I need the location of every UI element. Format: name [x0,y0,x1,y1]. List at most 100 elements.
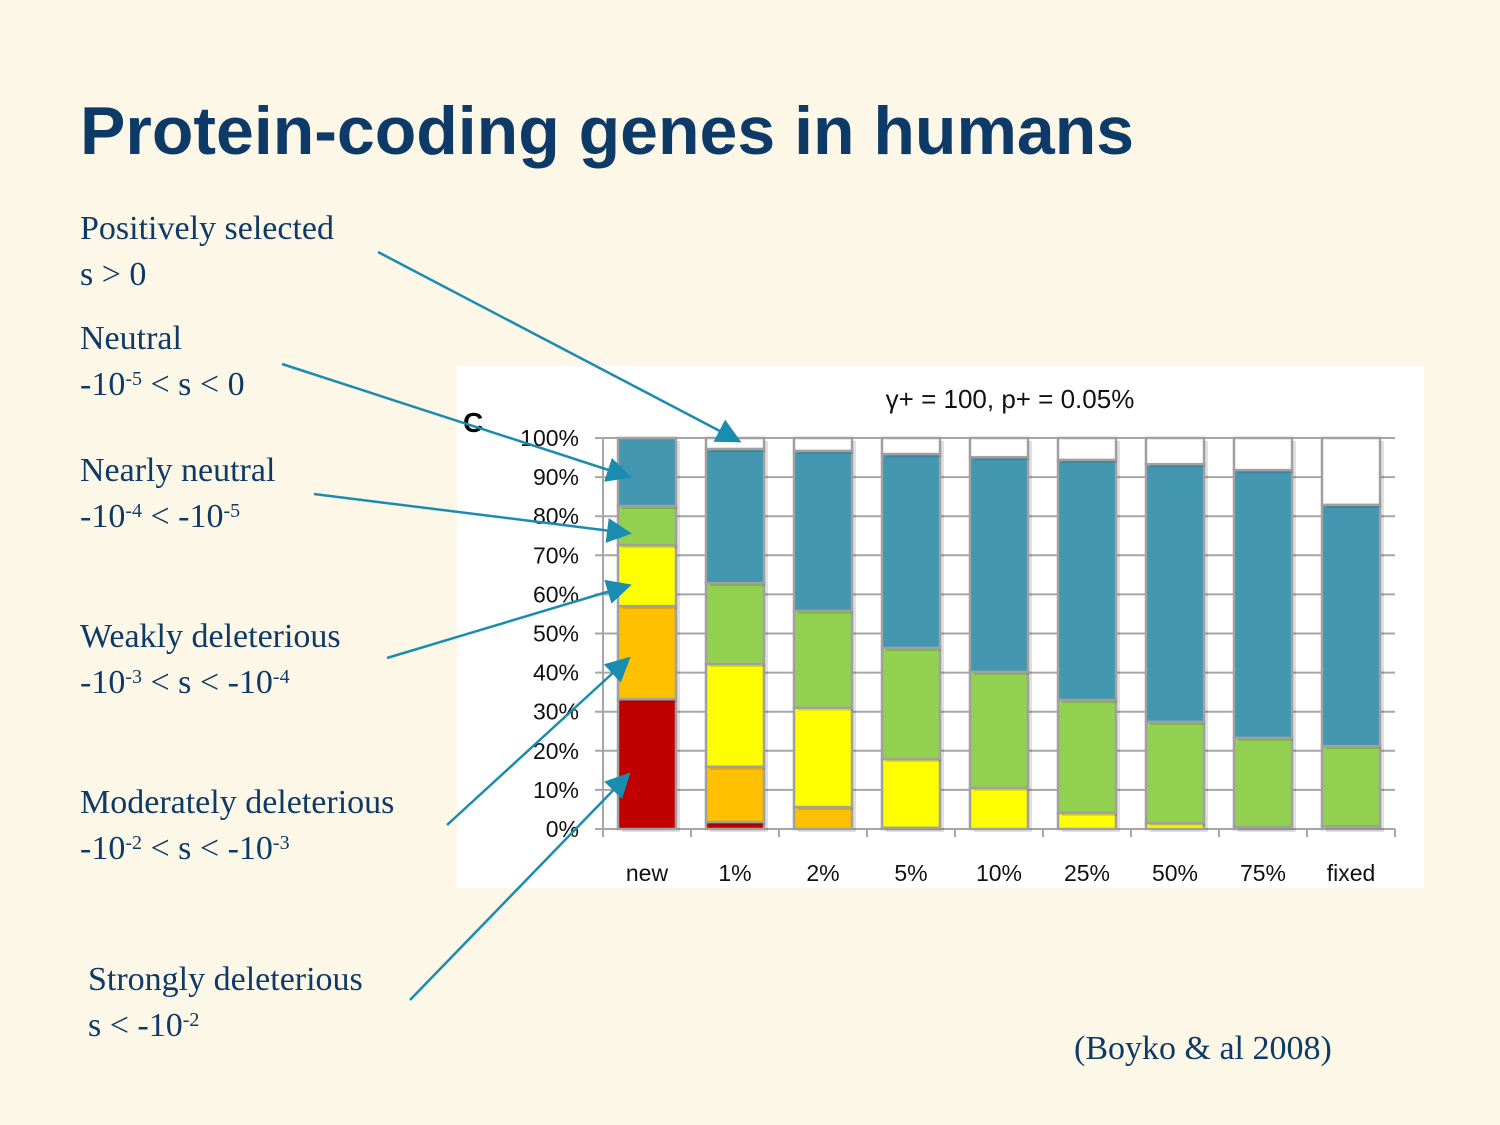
exponent: -4 [272,666,290,688]
bar-segment [792,805,854,831]
bar-shadow [1238,830,1296,832]
exponent: -5 [125,368,142,390]
slide-title: Protein-coding genes in humans [80,93,1135,169]
bar-segment [616,543,678,608]
y-tick-label: 90% [533,464,579,490]
category-label: Weakly deleterious -10-3 < s < -10-4 [80,614,341,706]
bar-segment [792,449,854,613]
bar-segment [968,436,1030,459]
bar-segment [792,609,854,710]
category-name: Positively selected [80,210,335,247]
bar-segment [704,447,766,585]
bar-segment [1232,436,1294,472]
category-name: Weakly deleterious [80,618,341,655]
x-tick-label: 10% [976,860,1022,886]
range-text: s > 0 [80,256,147,293]
y-tick-label: 70% [533,542,579,568]
y-tick-label: 30% [533,699,579,725]
x-tick-label: 75% [1240,860,1286,886]
y-tick-label: 20% [533,738,579,764]
exponent: -2 [182,1009,200,1031]
bar-segment [704,581,766,666]
bar-segment [1056,458,1118,702]
category-label: Strongly deleterious s < -10-2 [88,957,363,1049]
stacked-bar-chart: C γ+ = 100, p+ = 0.05% 0% 10% 20% 30% 40% 50%… [463,384,1396,886]
bar-segment [1144,436,1206,466]
range-text: < -10 [142,498,224,535]
selection-range: s < -10-2 [88,1003,363,1049]
bar-segment [1144,462,1206,724]
bar-segment [1232,736,1294,829]
y-tick-label: 0% [546,816,579,842]
category-name: Strongly deleterious [88,961,363,998]
selection-range: -10-3 < s < -10-4 [80,660,341,706]
panel-letter: C [463,407,483,438]
category-name: Nearly neutral [80,452,276,489]
bar-segment [1232,468,1294,740]
category-label: Moderately deleterious -10-2 < s < -10-3 [80,780,394,872]
category-label: Nearly neutral -10-4 < -10-5 [80,448,275,540]
chart-title: γ+ = 100, p+ = 0.05% [886,384,1135,414]
range-text: < s < 0 [142,366,245,403]
x-tick-label: new [626,860,669,886]
bar-segment [1144,720,1206,825]
bar-segment [1320,503,1382,748]
category-label: Positively selected s > 0 [80,206,334,298]
chart-panel: C γ+ = 100, p+ = 0.05% 0% 10% 20% 30% 40% 50%… [457,366,1424,888]
selection-range: -10-2 < s < -10-3 [80,826,394,872]
range-text: -10 [80,366,126,403]
bar-segment [880,436,942,456]
selection-range: s > 0 [80,252,334,298]
y-tick-label: 80% [533,503,579,529]
range-text: -10 [80,498,126,535]
citation: (Boyko & al 2008) [1074,1030,1332,1067]
exponent: -2 [125,832,142,854]
y-tick-label: 60% [533,581,579,607]
x-tick-label: 1% [718,860,751,886]
y-tick-label: 40% [533,660,579,686]
bar-segment [616,504,678,547]
bar-shadow [886,830,944,832]
bar-segment [880,452,942,650]
bar-segment [616,604,678,701]
x-tick-label: fixed [1327,860,1376,886]
range-text: -10 [80,664,126,701]
bar-segment [1056,698,1118,815]
selection-range: -10-5 < s < 0 [80,362,245,408]
category-label: Neutral -10-5 < s < 0 [80,316,245,408]
x-tick-label: 50% [1152,860,1198,886]
bar-shadow [1326,829,1384,832]
category-name: Neutral [80,320,182,357]
range-text: -10 [80,830,126,867]
y-tick-label: 50% [533,621,579,647]
x-tick-label: 2% [806,860,839,886]
bar-segment [968,455,1030,674]
exponent: -4 [125,500,142,522]
exponent: -3 [125,666,142,688]
x-tick-label: 5% [894,860,927,886]
bar-segment [616,436,678,508]
bar-segment [1320,744,1382,828]
range-text: < s < -10 [142,664,273,701]
range-text: s < -10 [88,1007,183,1044]
bar-segment [968,786,1030,831]
bar-segment [792,706,854,809]
exponent: -3 [272,832,290,854]
range-text: < s < -10 [142,830,273,867]
category-name: Moderately deleterious [80,784,395,821]
bar-segment [880,646,942,761]
bar-segment [792,436,854,453]
exponent: -5 [223,500,241,522]
x-tick-label: 25% [1064,860,1110,886]
bar-segment [1320,436,1382,507]
bar-segment [704,765,766,824]
bar-segment [968,670,1030,790]
y-tick-label: 100% [520,425,579,451]
bar-segment [880,757,942,830]
bar-segment [616,697,678,831]
bar-segment [704,662,766,769]
bar-segment [1056,436,1118,462]
y-tick-label: 10% [533,777,579,803]
selection-range: -10-4 < -10-5 [80,494,275,540]
bar-segment [704,436,766,451]
